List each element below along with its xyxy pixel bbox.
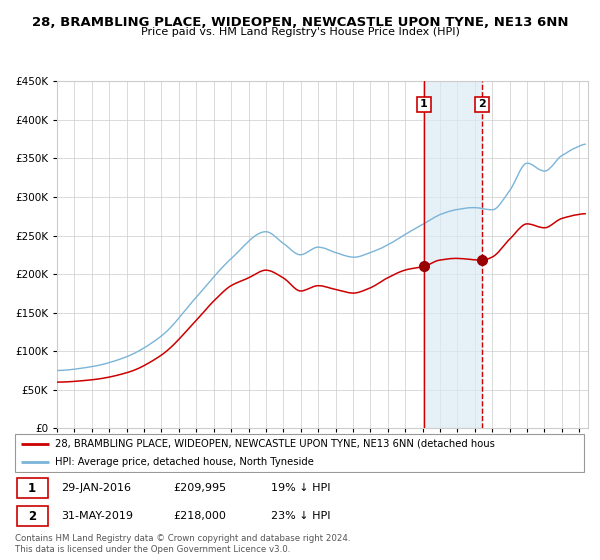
Text: 28, BRAMBLING PLACE, WIDEOPEN, NEWCASTLE UPON TYNE, NE13 6NN: 28, BRAMBLING PLACE, WIDEOPEN, NEWCASTLE… (32, 16, 568, 29)
FancyBboxPatch shape (17, 506, 48, 526)
Text: Contains HM Land Registry data © Crown copyright and database right 2024.
This d: Contains HM Land Registry data © Crown c… (15, 534, 350, 554)
Text: 1: 1 (28, 482, 36, 495)
Text: HPI: Average price, detached house, North Tyneside: HPI: Average price, detached house, Nort… (55, 458, 314, 467)
FancyBboxPatch shape (17, 478, 48, 498)
Text: 2: 2 (28, 510, 36, 523)
Text: £218,000: £218,000 (173, 511, 226, 521)
Text: 31-MAY-2019: 31-MAY-2019 (61, 511, 133, 521)
Text: Price paid vs. HM Land Registry's House Price Index (HPI): Price paid vs. HM Land Registry's House … (140, 27, 460, 37)
FancyBboxPatch shape (15, 435, 584, 472)
Text: £209,995: £209,995 (173, 483, 226, 493)
Text: 1: 1 (420, 99, 428, 109)
Bar (424, 81, 482, 428)
Text: 28, BRAMBLING PLACE, WIDEOPEN, NEWCASTLE UPON TYNE, NE13 6NN (detached hous: 28, BRAMBLING PLACE, WIDEOPEN, NEWCASTLE… (55, 439, 495, 449)
Text: 23% ↓ HPI: 23% ↓ HPI (271, 511, 331, 521)
Text: 29-JAN-2016: 29-JAN-2016 (61, 483, 131, 493)
Text: 2: 2 (478, 99, 486, 109)
Text: 19% ↓ HPI: 19% ↓ HPI (271, 483, 331, 493)
